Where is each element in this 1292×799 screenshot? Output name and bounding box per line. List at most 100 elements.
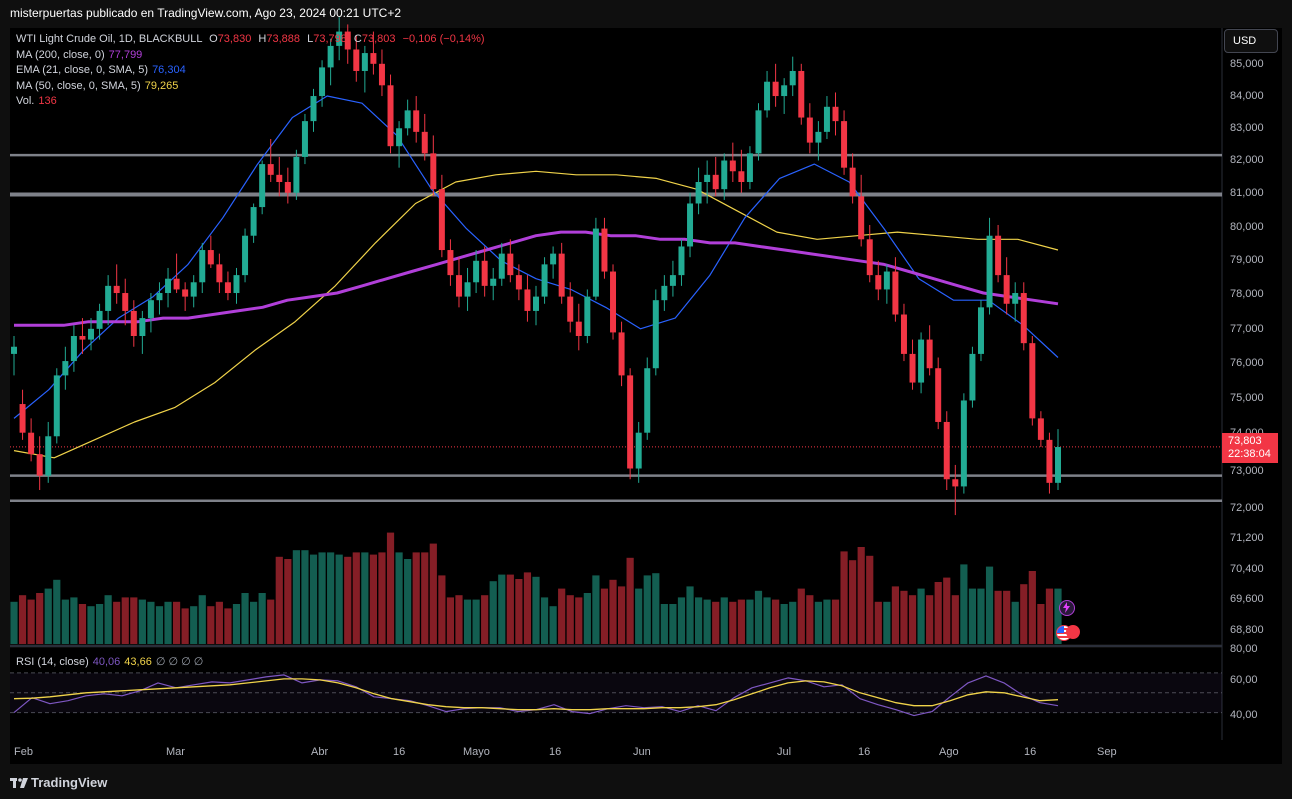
candle-up xyxy=(473,260,480,283)
time-tick-label: Mar xyxy=(166,746,185,758)
volume-bar xyxy=(53,579,61,644)
legend-low-value: 73,798 xyxy=(313,33,347,45)
price-tick-label: 78,000 xyxy=(1230,288,1264,300)
legend-symbol: WTI Light Crude Oil, 1D, BLACKBULL xyxy=(16,33,203,45)
volume-bar xyxy=(155,606,164,644)
candle-up xyxy=(960,400,967,487)
volume-bar xyxy=(669,604,677,644)
candle-down xyxy=(276,174,283,182)
volume-bar xyxy=(36,593,44,644)
volume-bar xyxy=(429,543,437,644)
lightning-icon[interactable] xyxy=(1059,600,1075,616)
candle-up xyxy=(105,285,112,311)
volume-bar xyxy=(866,555,874,644)
candle-down xyxy=(130,310,137,336)
volume-bar xyxy=(489,581,497,644)
candle-up xyxy=(918,339,925,383)
legend-ma200-row[interactable]: MA (200, close, 0) 77,799 xyxy=(16,48,485,64)
candle-down xyxy=(1046,439,1053,483)
volume-bar xyxy=(250,601,258,644)
volume-bar xyxy=(592,575,600,644)
volume-bar xyxy=(95,604,104,644)
volume-bar xyxy=(438,575,446,644)
candle-down xyxy=(866,239,873,276)
volume-bar xyxy=(994,590,1002,644)
volume-bar xyxy=(540,597,549,644)
candle-up xyxy=(490,278,497,286)
volume-bar xyxy=(643,575,651,644)
ma200-line xyxy=(14,230,1059,327)
candle-down xyxy=(515,275,522,290)
volume-bar xyxy=(104,595,112,644)
candle-down xyxy=(524,289,531,311)
volume-bar xyxy=(1037,604,1045,644)
candle-up xyxy=(498,253,505,279)
time-tick-label: 16 xyxy=(549,746,561,758)
candle-up xyxy=(88,328,95,340)
rsi-ma-line xyxy=(13,678,1059,711)
candle-up xyxy=(704,174,711,182)
volume-bar xyxy=(652,573,660,644)
volume-bar xyxy=(686,586,694,644)
volume-bar xyxy=(874,601,882,644)
price-tick-label: 81,000 xyxy=(1230,187,1264,199)
rsi-legend[interactable]: RSI (14, close) 40,06 43,66 ∅ ∅ ∅ ∅ xyxy=(16,655,203,668)
volume-bar xyxy=(814,601,822,644)
legend-symbol-row[interactable]: WTI Light Crude Oil, 1D, BLACKBULL O73,8… xyxy=(16,32,485,48)
rsi-legend-value: 40,06 xyxy=(92,656,121,668)
volume-bar xyxy=(258,593,266,644)
price-tick-label: 83,000 xyxy=(1230,122,1264,134)
legend-ma50-row[interactable]: MA (50, close, 0, SMA, 5) 79,265 xyxy=(16,79,485,95)
volume-bar xyxy=(87,606,95,644)
candle-down xyxy=(729,160,736,172)
volume-bar xyxy=(18,595,27,644)
footer-brand[interactable]: TradingView xyxy=(10,775,107,790)
volume-bar xyxy=(327,552,335,644)
candle-up xyxy=(233,275,240,294)
currency-button[interactable]: USD xyxy=(1224,29,1278,53)
volume-bar xyxy=(789,601,797,644)
price-pane[interactable] xyxy=(10,28,1222,644)
volume-bar xyxy=(558,588,566,644)
volume-bar xyxy=(309,554,318,644)
volume-bar xyxy=(951,595,959,644)
legend-volume-row[interactable]: Vol. 136 xyxy=(16,94,485,110)
candle-up xyxy=(361,53,368,71)
candle-down xyxy=(122,293,129,311)
price-tick-label: 79,000 xyxy=(1230,254,1264,266)
legend-ma200-label: MA (200, close, 0) xyxy=(16,48,105,61)
legend-high-value: 73,888 xyxy=(266,33,301,45)
volume-bar xyxy=(1054,588,1062,644)
candle-up xyxy=(977,307,984,354)
candle-down xyxy=(875,275,882,290)
candle-down xyxy=(182,289,189,297)
chart-legend: WTI Light Crude Oil, 1D, BLACKBULL O73,8… xyxy=(16,32,485,110)
candle-down xyxy=(798,70,805,118)
volume-bar xyxy=(78,604,87,644)
rsi-tick-label: 60,00 xyxy=(1230,674,1258,686)
volume-bar xyxy=(840,551,848,644)
price-axis[interactable] xyxy=(1222,28,1282,740)
legend-ma50-label: MA (50, close, 0, SMA, 5) xyxy=(16,79,141,92)
time-tick-label: 16 xyxy=(393,746,405,758)
calendar-event-icon[interactable] xyxy=(1066,625,1080,639)
candle-down xyxy=(224,282,231,294)
volume-bar xyxy=(301,550,309,644)
candle-up xyxy=(584,296,591,336)
candle-up xyxy=(396,128,403,147)
candle-down xyxy=(207,250,214,265)
candle-down xyxy=(455,275,462,297)
candle-up xyxy=(327,45,334,68)
rsi-lines xyxy=(13,674,1059,717)
candle-down xyxy=(267,164,274,175)
volume-bar xyxy=(344,556,352,644)
volume-bar xyxy=(181,608,189,644)
time-axis[interactable] xyxy=(10,740,1282,764)
volume-bar xyxy=(318,552,326,644)
candle-up xyxy=(1012,293,1019,304)
candle-down xyxy=(738,171,745,182)
volume-bar xyxy=(1003,590,1011,644)
legend-ema21-row[interactable]: EMA (21, close, 0, SMA, 5) 76,304 xyxy=(16,63,485,79)
volume-bar xyxy=(968,588,977,644)
